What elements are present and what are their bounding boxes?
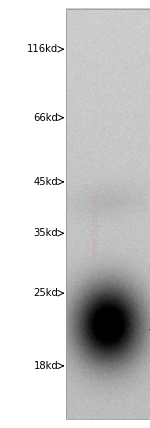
Text: www.ptgaas.com: www.ptgaas.com [91, 190, 100, 255]
Text: 35kd: 35kd [34, 228, 58, 238]
Text: 116kd: 116kd [27, 44, 58, 54]
Text: 66kd: 66kd [34, 113, 58, 123]
Bar [66, 9, 150, 419]
Text: 25kd: 25kd [34, 288, 58, 298]
Text: 45kd: 45kd [34, 177, 58, 187]
Text: 18kd: 18kd [34, 361, 58, 371]
